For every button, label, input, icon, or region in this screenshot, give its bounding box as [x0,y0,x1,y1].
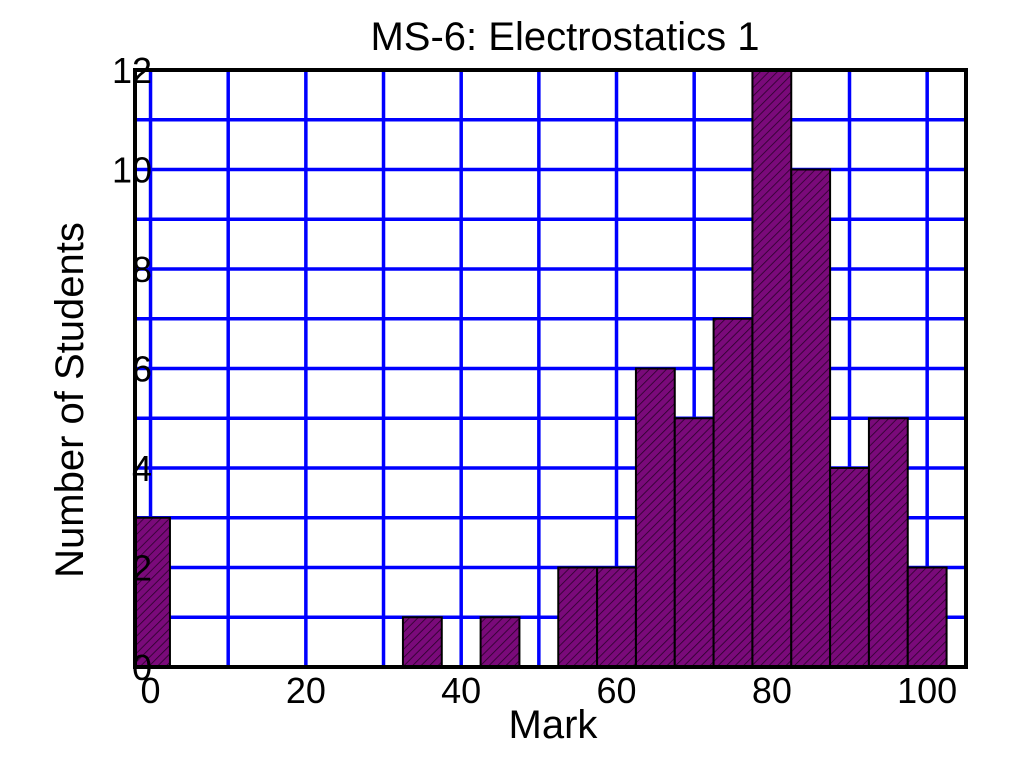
histogram-bar [401,616,443,668]
y-tick-label: 4 [132,448,152,489]
histogram-bar [557,566,599,668]
chart-title: MS-6: Electrostatics 1 [370,15,759,59]
x-tick-label: 100 [897,670,957,711]
histogram-bar [596,566,637,668]
y-tick-label: 2 [132,548,152,589]
histogram-bar [673,417,715,668]
histogram-bar [906,566,948,668]
x-tick-label: 0 [141,670,161,711]
y-tick-label: 8 [132,249,152,290]
y-tick-label: 0 [132,647,152,688]
histogram-bar [479,616,521,668]
x-tick-label: 40 [441,670,481,711]
bars [134,69,948,668]
plot-frame [133,68,968,669]
y-axis-label: Number of Students [48,222,92,578]
histogram-bar [790,168,832,668]
y-tick-label: 6 [132,349,152,390]
x-tick-labels: 0 20 40 60 80 100 [141,670,958,711]
histogram-bar [751,69,793,668]
x-axis-label: Mark [509,703,599,747]
histogram-bar [829,467,870,668]
x-tick-label: 80 [752,670,792,711]
histogram-bar [867,417,909,668]
x-tick-label: 20 [286,670,326,711]
y-tick-label: 10 [112,150,152,191]
histogram-bar [712,317,754,668]
x-tick-label: 60 [596,670,636,711]
y-tick-labels: 0 2 4 6 8 10 12 [112,50,152,688]
y-tick-label: 12 [112,50,152,91]
histogram-bar [634,367,676,668]
histogram-bar [134,516,171,668]
